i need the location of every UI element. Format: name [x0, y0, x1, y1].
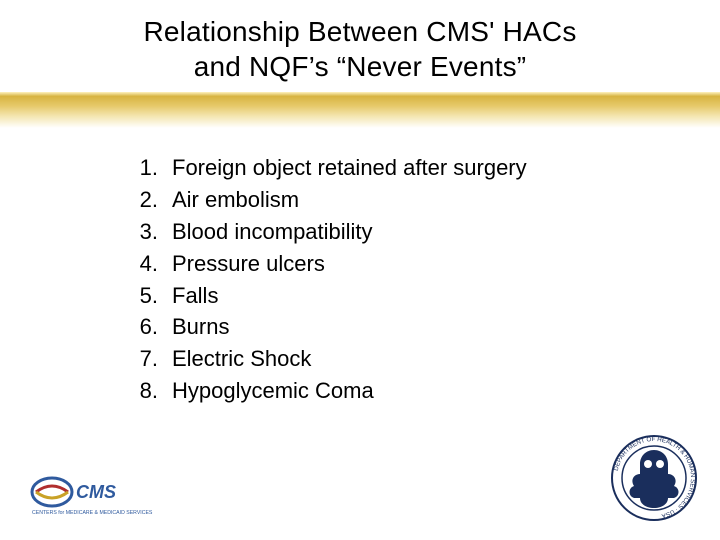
title-line-1: Relationship Between CMS' HACs: [143, 16, 576, 47]
slide: Relationship Between CMS' HACs and NQF’s…: [0, 0, 720, 540]
list-item: 5. Falls: [130, 280, 527, 312]
svg-text:CMS: CMS: [76, 482, 116, 502]
title-line-2: and NQF’s “Never Events”: [194, 51, 527, 82]
list-item: 4. Pressure ulcers: [130, 248, 527, 280]
list-number: 7.: [130, 343, 166, 375]
list-text: Pressure ulcers: [166, 248, 325, 280]
list-text: Blood incompatibility: [166, 216, 373, 248]
gold-divider-band: [0, 94, 720, 128]
cms-logo-icon: CMS CENTERS for MEDICARE & MEDICAID SERV…: [28, 474, 168, 520]
list-item: 7. Electric Shock: [130, 343, 527, 375]
slide-title: Relationship Between CMS' HACs and NQF’s…: [0, 14, 720, 84]
list-number: 8.: [130, 375, 166, 407]
list-text: Burns: [166, 311, 229, 343]
list-item: 8. Hypoglycemic Coma: [130, 375, 527, 407]
list-text: Falls: [166, 280, 218, 312]
list-number: 6.: [130, 311, 166, 343]
list-text: Foreign object retained after surgery: [166, 152, 527, 184]
list-item: 6. Burns: [130, 311, 527, 343]
list-item: 2. Air embolism: [130, 184, 527, 216]
list-text: Electric Shock: [166, 343, 311, 375]
list-item: 1. Foreign object retained after surgery: [130, 152, 527, 184]
list-number: 4.: [130, 248, 166, 280]
list-text: Hypoglycemic Coma: [166, 375, 374, 407]
list-item: 3. Blood incompatibility: [130, 216, 527, 248]
list-number: 5.: [130, 280, 166, 312]
list-number: 1.: [130, 152, 166, 184]
list-text: Air embolism: [166, 184, 299, 216]
svg-text:CENTERS for MEDICARE & MEDICAI: CENTERS for MEDICARE & MEDICAID SERVICES: [32, 510, 153, 516]
numbered-list: 1. Foreign object retained after surgery…: [130, 152, 527, 407]
list-number: 2.: [130, 184, 166, 216]
hhs-logo-icon: DEPARTMENT OF HEALTH & HUMAN SERVICES · …: [610, 434, 698, 522]
list-number: 3.: [130, 216, 166, 248]
